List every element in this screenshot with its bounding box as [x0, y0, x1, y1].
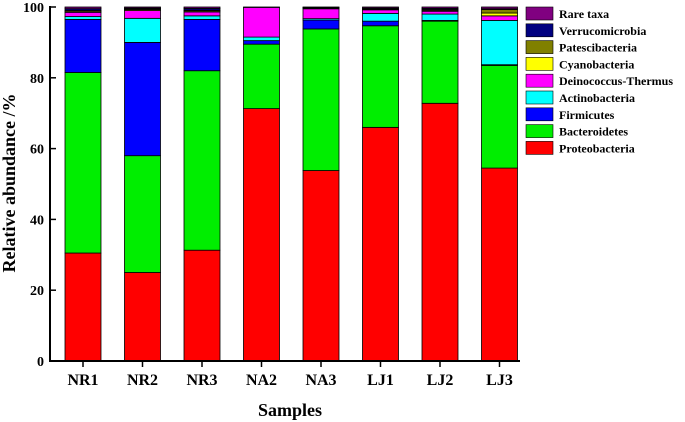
x-tick-label-nr3: NR3 — [186, 372, 217, 389]
legend-label: Proteobacteria — [559, 141, 635, 155]
bar-segment-firmicutes-na2 — [243, 40, 280, 45]
bar-segment-bacteroidetes-na2 — [243, 43, 280, 109]
legend-label: Patescibacteria — [559, 41, 637, 55]
x-axis-title: Samples — [258, 400, 322, 420]
bar-segment-bacteroidetes-nr3 — [183, 70, 221, 251]
legend-swatch — [525, 6, 554, 21]
legend-swatch — [525, 40, 554, 54]
bar-segment-bacteroidetes-lj2 — [421, 20, 459, 104]
legend-swatch — [525, 73, 554, 88]
bar-segment-bacteroidetes-na3 — [302, 28, 340, 171]
y-ticks-group: 0 20 40 60 80 100 — [23, 1, 56, 370]
bar-segment-bacteroidetes-nr2 — [124, 155, 161, 273]
bar-segment-cyanobacteria-lj3 — [481, 12, 518, 17]
bar-segment-patescibacteria-lj3 — [481, 9, 518, 14]
bar-segment-actinobacteria-lj1 — [362, 12, 399, 22]
bar-segment-bacteroidetes-nr1 — [64, 72, 102, 254]
x-tick-label-lj2: LJ2 — [427, 372, 454, 389]
legend-label: Rare taxa — [559, 7, 609, 21]
bar-segment-rare-taxa-nr2 — [124, 6, 161, 9]
x-tick-label-lj3: LJ3 — [486, 372, 513, 389]
legend-swatch — [525, 57, 554, 71]
bars-group — [64, 6, 518, 362]
bar-segment-deinococcus-thermus-lj1 — [362, 9, 399, 14]
legend-label: Actinobacteria — [559, 91, 635, 105]
y-axis-title: Relative abundance /% — [0, 93, 19, 272]
bar-segment-firmicutes-nr1 — [64, 18, 102, 73]
bar-segment-actinobacteria-lj3 — [481, 20, 518, 66]
y-tick-label: 0 — [37, 355, 44, 370]
y-tick-label: 100 — [23, 1, 44, 16]
x-tick-label-na2: NA2 — [246, 372, 277, 389]
x-tick-labels-group: NR1 NR2 NR3 NA2 NA3 LJ1 LJ2 LJ3 — [67, 361, 513, 389]
y-tick-label: 60 — [30, 143, 44, 158]
bar-segment-deinococcus-thermus-lj2 — [421, 10, 459, 15]
bar-segment-deinococcus-thermus-lj3 — [481, 15, 518, 21]
legend-label: Firmicutes — [559, 108, 615, 122]
bar-segment-rare-taxa-lj3 — [481, 6, 518, 10]
bar-segment-proteobacteria-nr2 — [124, 272, 161, 362]
bar-segment-firmicutes-na3 — [302, 19, 340, 30]
y-tick-label: 80 — [30, 72, 44, 87]
bar-segment-deinococcus-thermus-nr2 — [124, 10, 161, 19]
bar-segment-deinococcus-thermus-nr3 — [183, 11, 221, 17]
x-tick-label-nr1: NR1 — [67, 372, 98, 389]
legend-swatch — [525, 124, 554, 138]
bar-segment-actinobacteria-nr2 — [124, 17, 161, 43]
x-tick-label-lj1: LJ1 — [367, 372, 394, 389]
legend-swatch — [525, 141, 554, 155]
x-tick-label-nr2: NR2 — [127, 372, 158, 389]
bar-segment-firmicutes-lj1 — [362, 20, 399, 27]
bar-segment-proteobacteria-nr3 — [183, 249, 221, 362]
legend-swatch — [525, 90, 554, 105]
legend: Rare taxa Verrucomicrobia Patescibacteria C… — [525, 6, 673, 155]
legend-swatch — [525, 107, 554, 122]
bar-segment-bacteroidetes-lj1 — [362, 25, 399, 128]
bar-segment-proteobacteria-lj1 — [362, 126, 399, 362]
bar-segment-rare-taxa-lj2 — [421, 6, 459, 9]
bar-segment-deinococcus-thermus-nr1 — [64, 11, 102, 17]
bar-segment-rare-taxa-lj1 — [362, 6, 399, 9]
bar-segment-proteobacteria-na2 — [243, 108, 280, 362]
legend-label: Verrucomicrobia — [559, 24, 646, 38]
bar-segment-rare-taxa-nr3 — [183, 6, 221, 9]
legend-label: Deinococcus-Thermus — [559, 74, 673, 88]
bar-segment-deinococcus-thermus-na2 — [243, 6, 280, 38]
bar-segment-proteobacteria-na3 — [302, 170, 340, 362]
y-tick-label: 20 — [30, 284, 44, 299]
bar-segment-actinobacteria-nr1 — [64, 16, 102, 20]
bar-segment-firmicutes-nr2 — [124, 42, 161, 157]
bar-segment-proteobacteria-nr1 — [64, 252, 102, 362]
bar-segment-deinococcus-thermus-na3 — [302, 8, 340, 20]
legend-label: Cyanobacteria — [559, 57, 634, 71]
y-tick-label: 40 — [30, 213, 44, 228]
bar-segment-actinobacteria-nr3 — [183, 15, 221, 20]
legend-label: Bacteroidetes — [559, 125, 628, 139]
bar-segment-bacteroidetes-lj3 — [481, 65, 518, 169]
bar-segment-proteobacteria-lj3 — [481, 167, 518, 362]
bar-segment-actinobacteria-lj2 — [421, 13, 459, 21]
x-tick-label-na3: NA3 — [305, 372, 336, 389]
bar-segment-firmicutes-nr3 — [183, 18, 221, 72]
bar-segment-proteobacteria-lj2 — [421, 102, 459, 362]
bar-segment-actinobacteria-na2 — [243, 36, 280, 42]
bar-segment-rare-taxa-nr1 — [64, 6, 102, 10]
legend-swatch — [525, 23, 554, 38]
